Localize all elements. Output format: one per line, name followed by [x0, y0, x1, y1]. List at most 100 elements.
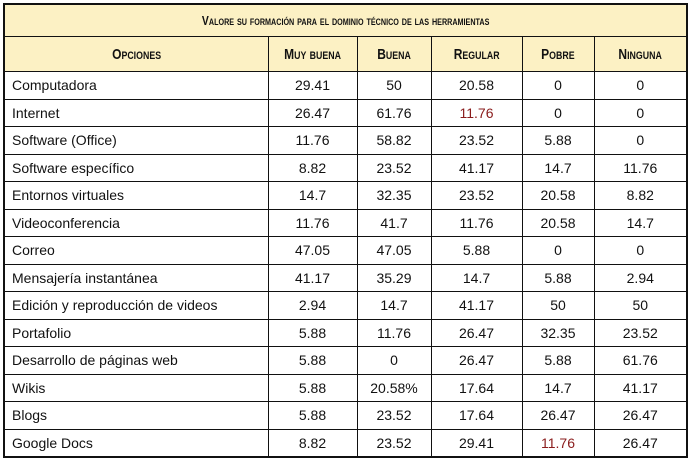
- value-cell: 5.88: [521, 126, 595, 155]
- table-row: Mensajería instantánea 41.17 35.29 14.7 5.88…: [3, 263, 688, 292]
- value-cell: 0: [593, 98, 688, 127]
- table-row: Correo 47.05 47.05 5.88 0 0: [3, 236, 688, 265]
- value-cell: 20.58: [430, 71, 523, 100]
- value-cell: 32.35: [356, 181, 432, 210]
- option-cell: Videoconferencia: [3, 208, 269, 237]
- column-header-label: Pobre: [541, 45, 575, 63]
- table-row: Entornos virtuales 14.7 32.35 23.52 20.58 8.8…: [3, 181, 688, 210]
- value-cell: 8.82: [593, 181, 688, 210]
- value-cell: 61.76: [356, 98, 432, 127]
- value-cell: 20.58: [521, 208, 595, 237]
- table-row: Portafolio 5.88 11.76 26.47 32.35 23.52: [3, 318, 688, 347]
- value-cell: 41.7: [356, 208, 432, 237]
- value-cell: 2.94: [267, 291, 358, 320]
- option-cell: Entornos virtuales: [3, 181, 269, 210]
- value-cell: 20.58: [521, 181, 595, 210]
- column-header-label: Ninguna: [618, 45, 662, 63]
- value-cell: 47.05: [356, 236, 432, 265]
- value-cell: 0: [356, 346, 432, 375]
- value-cell: 14.7: [356, 291, 432, 320]
- table-row: Software (Office) 11.76 58.82 23.52 5.88 0: [3, 126, 688, 155]
- value-cell: 11.76: [267, 126, 358, 155]
- value-cell: 29.41: [430, 428, 523, 458]
- value-cell: 50: [593, 291, 688, 320]
- value-cell: 5.88: [430, 236, 523, 265]
- value-cell: 26.47: [430, 318, 523, 347]
- value-cell: 8.82: [267, 153, 358, 182]
- value-cell: 0: [593, 236, 688, 265]
- value-cell: 14.7: [430, 263, 523, 292]
- value-cell: 50: [356, 71, 432, 100]
- table-row: Internet 26.47 61.76 11.76 0 0: [3, 98, 688, 127]
- skills-table: Valore su formación para el dominio técn…: [3, 3, 688, 458]
- table-row: Desarrollo de páginas web 5.88 0 26.47 5.88 6…: [3, 346, 688, 375]
- column-header: Muy buena: [267, 36, 358, 72]
- option-cell: Correo: [3, 236, 269, 265]
- value-cell: 41.17: [430, 291, 523, 320]
- column-header-label: Muy buena: [284, 45, 341, 63]
- table-row: Blogs 5.88 23.52 17.64 26.47 26.47: [3, 401, 688, 430]
- column-header: Regular: [430, 36, 523, 72]
- header-row: Opciones Muy buena Buena Regular Pobre Ningun…: [3, 36, 688, 72]
- value-cell: 47.05: [267, 236, 358, 265]
- value-cell: 5.88: [267, 401, 358, 430]
- value-cell: 14.7: [593, 208, 688, 237]
- option-cell: Wikis: [3, 373, 269, 402]
- value-cell: 11.76: [521, 428, 595, 458]
- column-header: Buena: [356, 36, 432, 72]
- column-header-label: Regular: [453, 45, 500, 63]
- option-cell: Computadora: [3, 71, 269, 100]
- option-cell: Desarrollo de páginas web: [3, 346, 269, 375]
- value-cell: 58.82: [356, 126, 432, 155]
- option-cell: Software específico: [3, 153, 269, 182]
- value-cell: 23.52: [430, 181, 523, 210]
- value-cell: 41.17: [593, 373, 688, 402]
- value-cell: 8.82: [267, 428, 358, 458]
- value-cell: 23.52: [356, 401, 432, 430]
- option-cell: Google Docs: [3, 428, 269, 458]
- option-cell: Blogs: [3, 401, 269, 430]
- option-cell: Edición y reproducción de videos: [3, 291, 269, 320]
- table-row: Software específico 8.82 23.52 41.17 14.7 11.…: [3, 153, 688, 182]
- column-header: Opciones: [3, 36, 269, 72]
- value-cell: 11.76: [267, 208, 358, 237]
- value-cell: 11.76: [430, 98, 523, 127]
- value-cell: 26.47: [430, 346, 523, 375]
- column-header-label: Buena: [377, 45, 411, 63]
- option-cell: Software (Office): [3, 126, 269, 155]
- value-cell: 14.7: [521, 373, 595, 402]
- value-cell: 14.7: [521, 153, 595, 182]
- value-cell: 5.88: [521, 263, 595, 292]
- value-cell: 14.7: [267, 181, 358, 210]
- table-title: Valore su formación para el dominio técn…: [3, 3, 688, 37]
- value-cell: 41.17: [267, 263, 358, 292]
- value-cell: 11.76: [593, 153, 688, 182]
- value-cell: 11.76: [356, 318, 432, 347]
- value-cell: 0: [521, 236, 595, 265]
- value-cell: 17.64: [430, 373, 523, 402]
- value-cell: 23.52: [430, 126, 523, 155]
- value-cell: 5.88: [267, 318, 358, 347]
- value-cell: 0: [593, 126, 688, 155]
- table-row: Videoconferencia 11.76 41.7 11.76 20.58 14.7: [3, 208, 688, 237]
- table-row: Edición y reproducción de videos 2.94 14.7…: [3, 291, 688, 320]
- value-cell: 0: [593, 71, 688, 100]
- value-cell: 0: [521, 98, 595, 127]
- option-cell: Internet: [3, 98, 269, 127]
- value-cell: 50: [521, 291, 595, 320]
- value-cell: 17.64: [430, 401, 523, 430]
- value-cell: 26.47: [593, 401, 688, 430]
- value-cell: 23.52: [593, 318, 688, 347]
- table-title-text: Valore su formación para el dominio técn…: [201, 13, 490, 28]
- value-cell: 5.88: [521, 346, 595, 375]
- value-cell: 35.29: [356, 263, 432, 292]
- value-cell: 20.58%: [356, 373, 432, 402]
- value-cell: 61.76: [593, 346, 688, 375]
- value-cell: 2.94: [593, 263, 688, 292]
- value-cell: 29.41: [267, 71, 358, 100]
- table-row: Google Docs 8.82 23.52 29.41 11.76 26.47: [3, 428, 688, 458]
- value-cell: 41.17: [430, 153, 523, 182]
- value-cell: 32.35: [521, 318, 595, 347]
- option-cell: Mensajería instantánea: [3, 263, 269, 292]
- table-row: Wikis 5.88 20.58% 17.64 14.7 41.17: [3, 373, 688, 402]
